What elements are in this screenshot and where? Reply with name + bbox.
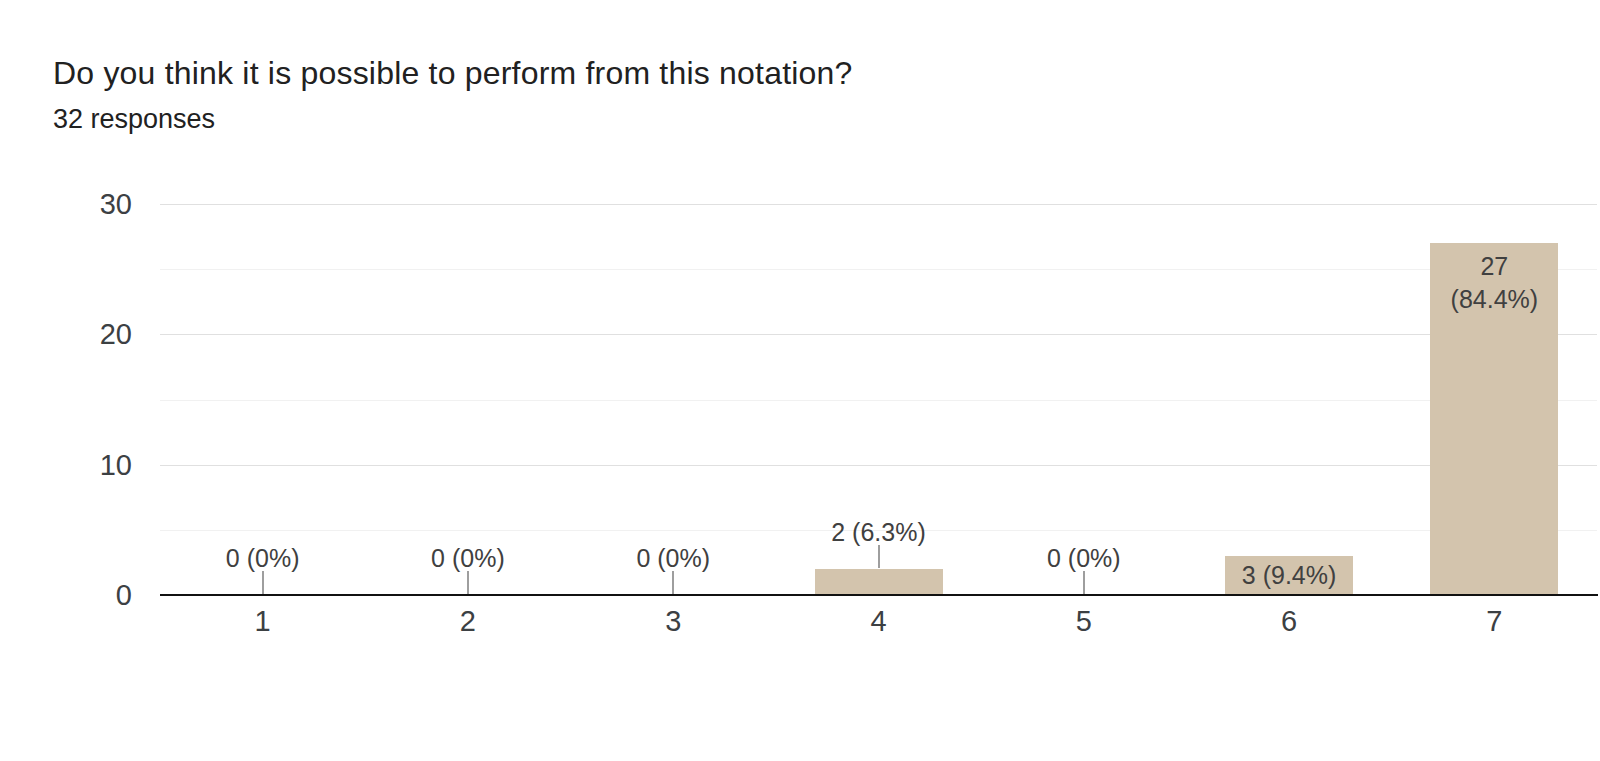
bar-annotation-6: 3 (9.4%): [1242, 562, 1336, 588]
bar-annotation-4: 2 (6.3%): [831, 519, 925, 545]
bar-annotation-1: 0 (0%): [226, 545, 300, 571]
y-axis-label-20: 20: [57, 319, 132, 349]
y-axis-label-30: 30: [57, 189, 132, 219]
bar-annotation-5: 0 (0%): [1047, 545, 1121, 571]
gridline-30: [160, 204, 1597, 205]
bar-annotation-line: 27: [1451, 250, 1539, 283]
bar-annotation-line: 0 (0%): [1047, 545, 1121, 571]
forms-response-chart-page: Do you think it is possible to perform f…: [0, 0, 1600, 761]
annotation-stem-2: [467, 571, 469, 594]
y-axis-label-10: 10: [57, 450, 132, 480]
bar-annotation-line: 0 (0%): [226, 545, 300, 571]
annotation-stem-3: [672, 571, 674, 594]
bar-annotation-2: 0 (0%): [431, 545, 505, 571]
bar-annotation-line: 3 (9.4%): [1242, 562, 1336, 588]
gridline-10: [160, 465, 1597, 466]
x-axis-label-7: 7: [1486, 606, 1502, 636]
bar-4[interactable]: [815, 569, 943, 595]
bar-annotation-7: 27(84.4%): [1451, 250, 1539, 316]
x-axis-label-6: 6: [1281, 606, 1297, 636]
annotation-stem-4: [878, 545, 880, 568]
bar-annotation-3: 0 (0%): [636, 545, 710, 571]
x-axis-label-2: 2: [460, 606, 476, 636]
x-axis-line: [160, 594, 1598, 596]
bar-annotation-line: (84.4%): [1451, 283, 1539, 316]
x-axis-label-1: 1: [255, 606, 271, 636]
x-axis-label-5: 5: [1076, 606, 1092, 636]
annotation-stem-1: [262, 571, 264, 594]
bar-annotation-line: 0 (0%): [431, 545, 505, 571]
annotation-stem-5: [1083, 571, 1085, 594]
bar-chart: 0 (0%) 0 (0%) 0 (0%) 2 (6.3%) 0 (0%) 3 (9.4%)…: [0, 0, 1600, 761]
y-axis-label-0: 0: [57, 580, 132, 610]
x-axis-label-4: 4: [870, 606, 886, 636]
bar-annotation-line: 0 (0%): [636, 545, 710, 571]
plot-area: 0 (0%) 0 (0%) 0 (0%) 2 (6.3%) 0 (0%) 3 (9.4%)…: [160, 204, 1597, 595]
bar-annotation-line: 2 (6.3%): [831, 519, 925, 545]
x-axis-label-3: 3: [665, 606, 681, 636]
gridline-15: [160, 400, 1597, 401]
gridline-25: [160, 269, 1597, 270]
gridline-20: [160, 334, 1597, 335]
